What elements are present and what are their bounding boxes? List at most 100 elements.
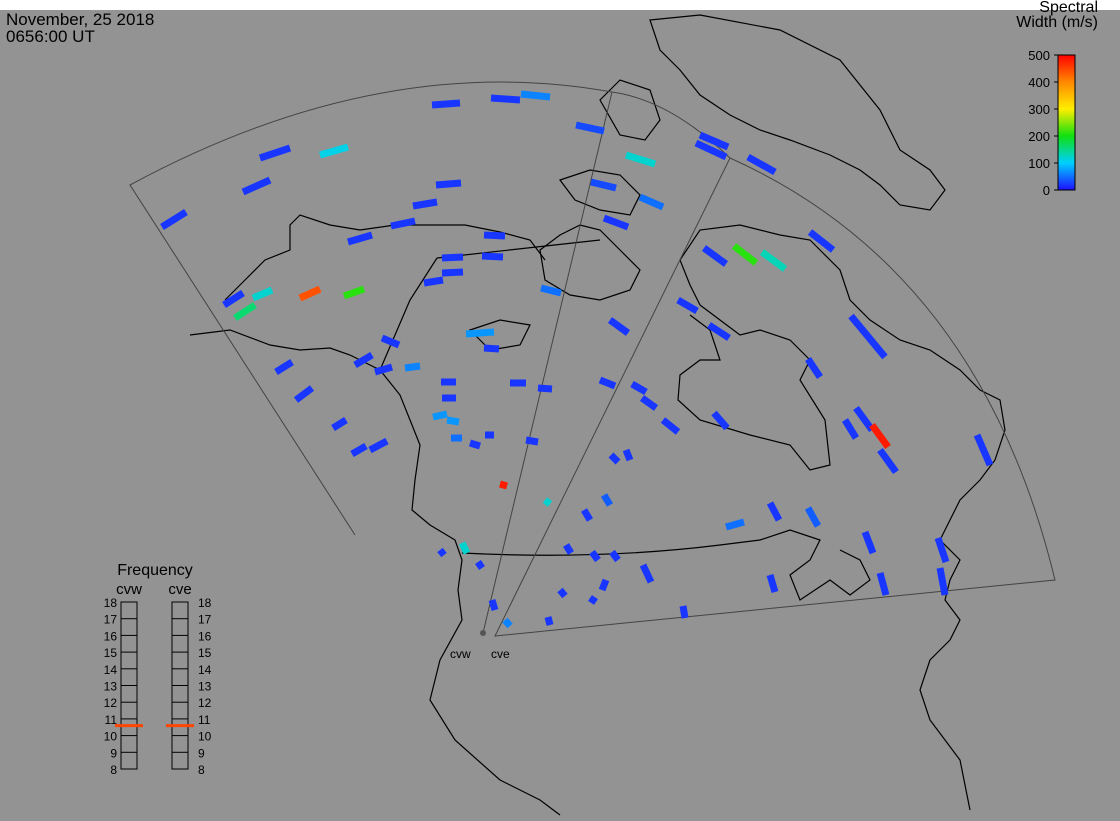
frequency-tick-label: 10 [104,730,118,744]
frequency-tick-label: 13 [198,680,212,694]
echo [380,334,401,349]
echo [441,253,464,262]
frequency-tick-label: 16 [198,629,212,643]
greenland [649,14,946,211]
echo [319,143,349,159]
date: November, 25 2018 [6,10,154,29]
echo [698,131,730,151]
echo [869,422,891,450]
echo [475,560,485,570]
echo [934,536,950,564]
echo [251,286,274,302]
echo [431,99,461,109]
echo [607,317,631,336]
frequency-tick-label: 12 [104,696,118,710]
echo [468,439,482,450]
frequency-radar-label: cvw [116,581,142,598]
echo [861,530,877,555]
echo [711,410,730,431]
echo [936,567,949,596]
colorbar-title: Width (m/s) [1016,14,1098,31]
echo [731,243,759,266]
echo [412,198,438,210]
frequency-title: Frequency [117,562,193,579]
frequency-tick-label: 15 [104,646,118,660]
echo [707,322,731,341]
labrador [679,224,1006,641]
colorbar-tick-label: 400 [1028,75,1050,90]
echo [588,595,598,605]
echo [766,501,783,522]
frequency-tick-label: 14 [104,663,118,677]
echo [679,605,689,619]
echo [274,359,294,375]
frequency-tick-label: 12 [198,696,212,710]
echo [630,380,648,396]
echo [580,508,594,522]
echo [350,442,368,458]
time: 0656:00 UT [6,27,95,46]
echo [446,416,460,426]
echo [563,543,574,555]
echo [557,587,568,599]
echo [293,385,315,403]
echo [598,578,610,592]
echo [404,362,421,372]
echo [759,249,788,272]
fov-east [494,157,1056,637]
echo [676,296,699,315]
echo [725,518,745,531]
radar-label: cvw [450,647,471,661]
alaska-border [379,257,438,371]
arctic-islands [468,79,661,351]
echo [537,384,553,393]
colorbar-tick-label: 300 [1028,102,1050,117]
hudson-bay [677,304,831,471]
echo [639,395,659,411]
colorbar-tick-label: 100 [1028,156,1050,171]
echo [842,418,859,440]
echo [374,363,393,376]
echo [639,563,655,584]
echo [701,245,729,267]
echo [441,268,464,277]
echo [483,344,500,353]
colorbar [1057,54,1076,191]
alaska-coast [189,329,561,816]
echo [233,302,257,321]
province-line [436,239,601,259]
echo [602,214,630,231]
echo [540,284,562,297]
echo [435,179,462,189]
echo [590,178,617,192]
frequency-tick-label: 18 [198,596,212,610]
colorbar-tick-label: 0 [1043,183,1050,198]
us-east-coast [919,639,971,811]
echo [423,276,444,287]
echo [490,94,521,104]
echo [542,497,553,507]
great-lakes [759,529,871,601]
echo [807,229,836,253]
echo [525,436,539,446]
echo [222,290,245,308]
frequency-tick-label: 13 [104,680,118,694]
echo [520,90,551,101]
echo [368,437,389,454]
frequency-tick-label: 8 [198,763,205,777]
frequency-tick-label: 8 [110,763,117,777]
frequency-tick-label: 16 [104,629,118,643]
echo [432,410,448,421]
echo [575,121,605,135]
echo [638,193,665,211]
echo [342,285,366,300]
echo [488,598,499,612]
echo [600,493,614,507]
colorbar-tick-label: 200 [1028,129,1050,144]
echo [805,357,823,379]
echo [598,376,617,390]
echo [160,209,188,230]
echo [390,217,416,230]
echo [437,547,447,558]
